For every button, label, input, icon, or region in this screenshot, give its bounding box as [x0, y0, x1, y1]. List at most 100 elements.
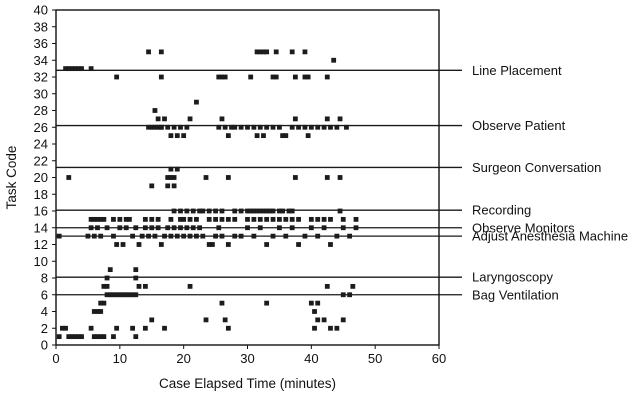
data-point [254, 208, 260, 214]
data-point [251, 208, 257, 214]
data-point [245, 225, 250, 231]
data-point [248, 74, 254, 80]
data-point [296, 242, 301, 247]
data-point [123, 225, 129, 231]
data-point [56, 233, 62, 239]
data-point [232, 124, 238, 130]
data-point [98, 309, 104, 314]
data-point [88, 66, 94, 72]
data-point [251, 216, 257, 222]
data-point [181, 216, 187, 222]
data-point [72, 334, 78, 340]
reference-line-label: Bag Ventilation [472, 287, 559, 302]
x-tick-label: 20 [176, 351, 190, 366]
data-point [264, 216, 270, 222]
data-point [136, 283, 142, 289]
data-point [264, 49, 270, 55]
data-point [308, 124, 314, 130]
data-point [123, 292, 129, 298]
data-point [104, 275, 110, 281]
data-point [171, 183, 177, 189]
data-point [197, 208, 203, 214]
data-point [254, 49, 260, 55]
data-point [216, 124, 222, 130]
reference-line-label: Surgeon Conversation [472, 160, 601, 175]
data-point [104, 283, 110, 289]
data-point [334, 233, 340, 239]
data-point [219, 74, 225, 80]
data-point [344, 124, 349, 130]
data-point [130, 233, 135, 239]
data-point [165, 175, 171, 180]
data-point [245, 208, 250, 214]
y-tick-label: 18 [34, 187, 48, 202]
data-point [197, 225, 203, 231]
data-point [111, 292, 116, 298]
data-point [133, 225, 139, 231]
data-point [315, 300, 321, 306]
data-point [321, 124, 327, 130]
reference-line-label: Observe Patient [472, 118, 566, 133]
data-point [72, 66, 78, 72]
data-point [184, 124, 190, 130]
data-point [66, 175, 72, 180]
y-axis-title: Task Code [4, 146, 19, 210]
data-point [117, 216, 123, 222]
data-point [340, 216, 346, 222]
data-point [328, 325, 333, 331]
data-point [146, 124, 151, 130]
data-point [178, 208, 183, 214]
y-tick-label: 38 [34, 19, 48, 34]
data-point [222, 317, 228, 323]
data-point [337, 116, 343, 122]
data-point [216, 74, 222, 80]
reference-line-labels: Line Placement Observe Patient Surgeon Con… [472, 63, 628, 302]
data-point [139, 233, 145, 239]
data-point [181, 133, 187, 139]
data-point [270, 74, 276, 80]
data-point [302, 233, 308, 239]
data-point [331, 57, 337, 63]
data-point [178, 216, 183, 222]
data-point [264, 208, 270, 214]
y-tick-label: 2 [41, 321, 48, 336]
x-tick-label: 60 [432, 351, 446, 366]
data-point [324, 283, 330, 289]
data-point [277, 216, 282, 222]
data-point [158, 49, 164, 55]
data-point [292, 175, 298, 180]
data-point [149, 317, 155, 323]
data-point [59, 325, 65, 331]
data-point [66, 66, 72, 72]
data-point [222, 74, 228, 80]
data-point [133, 275, 139, 281]
data-point [302, 49, 308, 55]
data-point [171, 225, 177, 231]
data-point [219, 300, 225, 306]
data-point [257, 49, 263, 55]
data-point [353, 225, 359, 231]
data-point [120, 242, 126, 247]
data-point [280, 208, 286, 214]
data-point [321, 216, 327, 222]
data-point [229, 124, 234, 130]
data-point [308, 300, 314, 306]
data-point [324, 116, 330, 122]
data-point [158, 242, 164, 247]
data-point [190, 208, 196, 214]
data-point [142, 283, 148, 289]
x-axis-title: Case Elapsed Time (minutes) [159, 376, 336, 391]
data-point [152, 233, 158, 239]
data-point [206, 242, 212, 247]
data-point [95, 225, 100, 231]
reference-line-label: Line Placement [472, 63, 562, 78]
data-point [324, 175, 330, 180]
x-tick-label: 0 [52, 351, 59, 366]
data-point [120, 292, 126, 298]
data-points [56, 49, 359, 340]
data-point [248, 208, 254, 214]
data-point [101, 283, 107, 289]
reference-line-label: Observe Monitors [472, 220, 575, 235]
